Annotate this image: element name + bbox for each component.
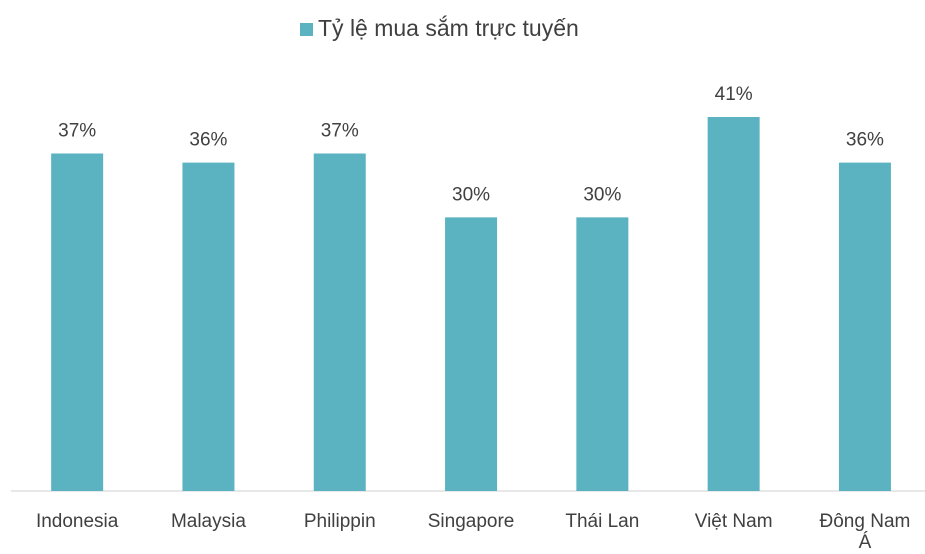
x-tick-label: Thái Lan bbox=[565, 511, 640, 532]
data-label: 36% bbox=[846, 130, 884, 151]
bar bbox=[576, 217, 629, 491]
data-label: 37% bbox=[321, 121, 359, 142]
x-tick-label: Đông Nam Á bbox=[819, 511, 911, 553]
x-tick-label: Philippin bbox=[303, 511, 376, 532]
data-label: 30% bbox=[583, 184, 621, 205]
legend-label: Tỷ lệ mua sắm trực tuyến bbox=[318, 15, 579, 41]
bar bbox=[313, 153, 366, 492]
x-tick-label: Indonesia bbox=[35, 511, 119, 532]
x-tick-label: Singapore bbox=[427, 511, 515, 532]
bar bbox=[182, 162, 235, 492]
bar bbox=[445, 217, 498, 491]
data-label: 36% bbox=[189, 130, 227, 151]
data-label: 37% bbox=[58, 121, 96, 142]
x-tick-label: Malaysia bbox=[170, 511, 246, 532]
x-tick-label: Việt Nam bbox=[694, 511, 773, 532]
bar bbox=[51, 153, 104, 492]
legend-swatch bbox=[300, 23, 313, 36]
data-label: 30% bbox=[452, 184, 490, 205]
data-label: 41% bbox=[715, 84, 753, 105]
bar bbox=[707, 117, 760, 491]
bar bbox=[838, 162, 891, 492]
